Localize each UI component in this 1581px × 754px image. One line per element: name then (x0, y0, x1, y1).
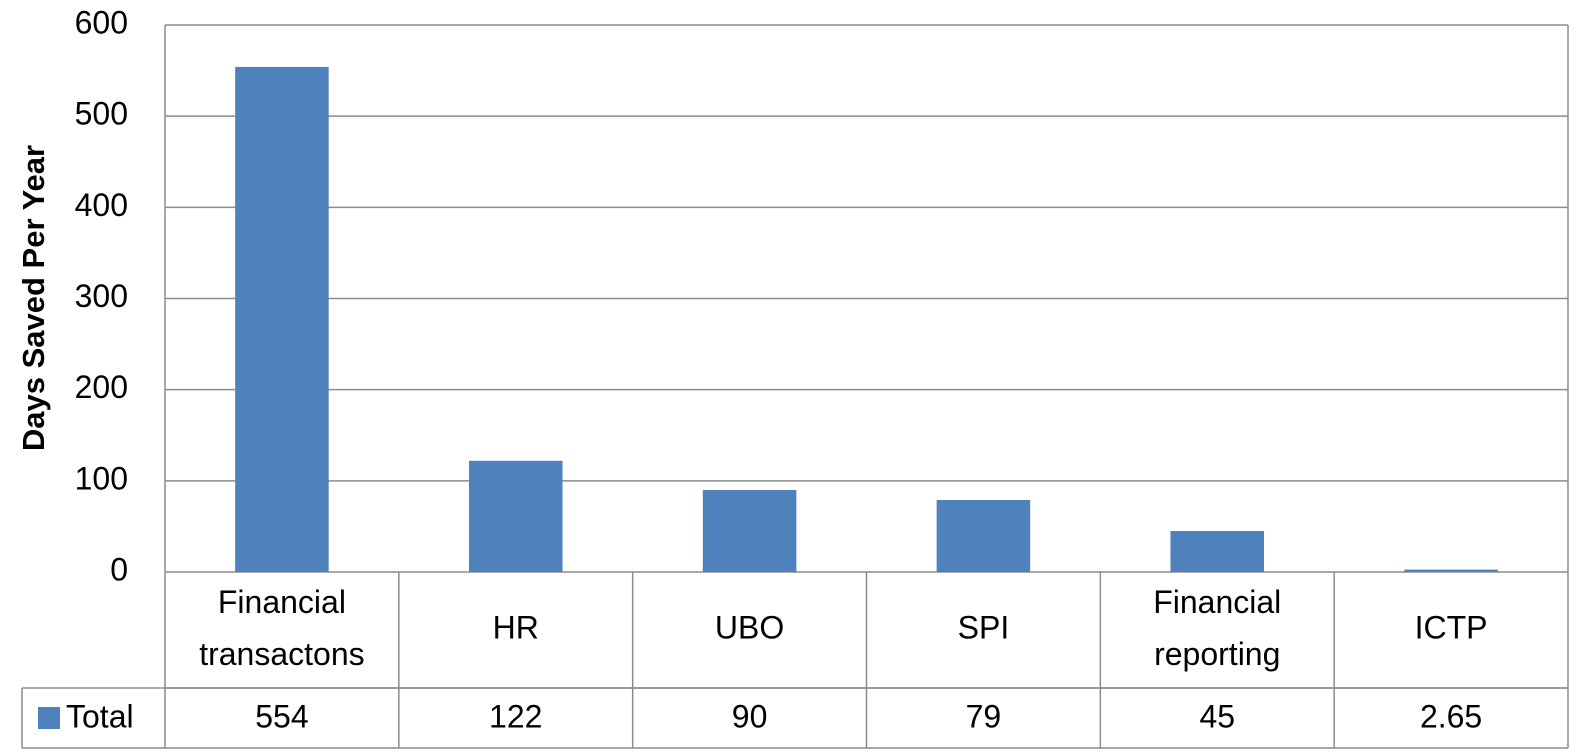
bar (235, 66, 329, 572)
y-tick-label: 200 (75, 369, 128, 405)
bar (468, 460, 563, 572)
table-value: 45 (1199, 698, 1235, 734)
y-axis-label: Days Saved Per Year (16, 145, 51, 451)
y-tick-label: 100 (75, 460, 128, 496)
y-tick-label: 600 (75, 4, 128, 40)
table-value: 2.65 (1420, 698, 1482, 734)
legend-swatch (38, 707, 60, 729)
y-tick-label: 400 (75, 187, 128, 223)
x-tick-label: UBO (715, 609, 784, 645)
table-value: 79 (966, 698, 1002, 734)
x-tick-label: ICTP (1415, 609, 1488, 645)
x-tick-label: Financial transactons (199, 584, 364, 672)
y-tick-label: 500 (75, 96, 128, 132)
x-tick-label: Financial reporting (1153, 584, 1281, 672)
table-value: 122 (489, 698, 542, 734)
bar (1404, 569, 1498, 572)
bar (1170, 530, 1265, 572)
x-tick-label: SPI (958, 609, 1010, 645)
y-tick-label: 300 (75, 278, 128, 314)
table-value: 554 (255, 698, 308, 734)
table-value: 90 (732, 698, 768, 734)
y-tick-label: 0 (110, 551, 128, 587)
bar (936, 499, 1031, 572)
bar (702, 489, 797, 572)
x-tick-label: HR (493, 609, 539, 645)
legend-label: Total (66, 698, 134, 734)
